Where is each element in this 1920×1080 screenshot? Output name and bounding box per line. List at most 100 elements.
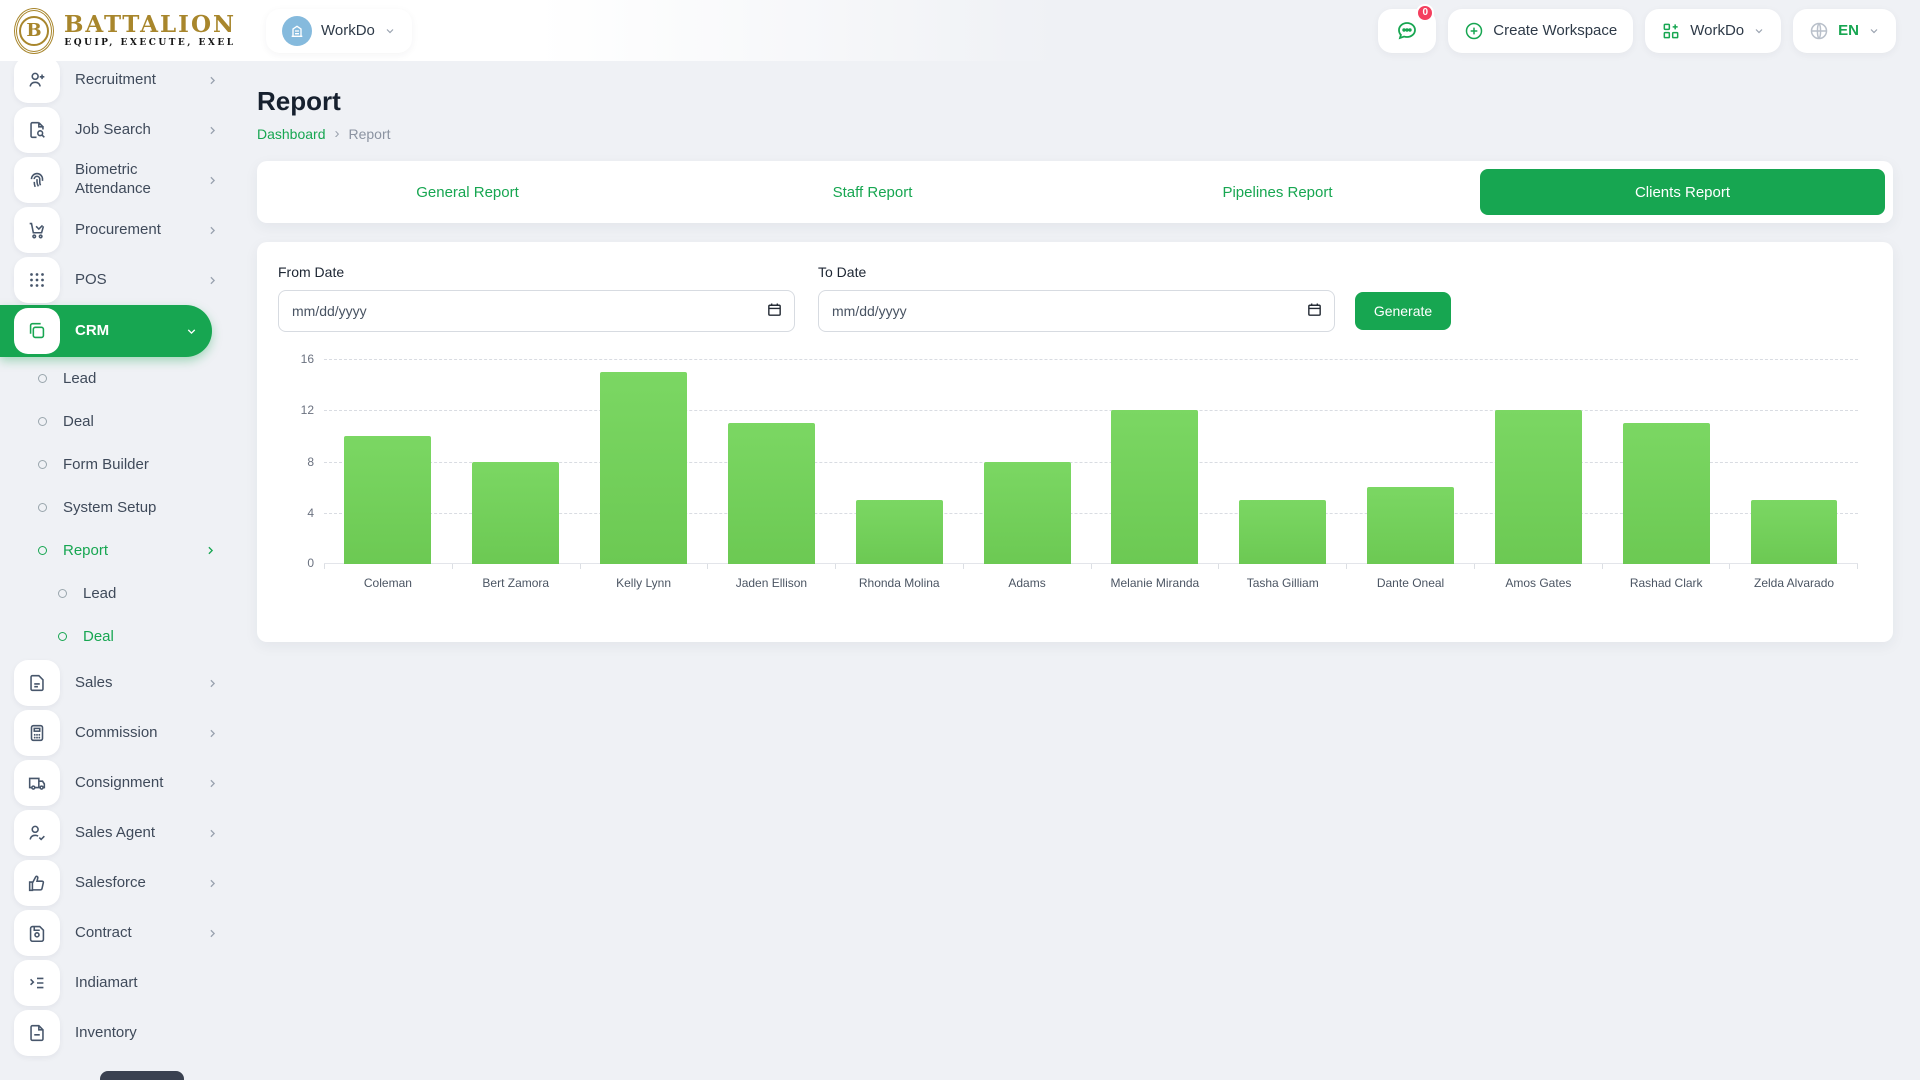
fingerprint-icon <box>14 157 60 203</box>
to-date-input[interactable] <box>818 290 1335 332</box>
workspace-switcher[interactable]: WorkDo <box>266 8 412 53</box>
sidebar-item-sales-agent[interactable]: Sales Agent <box>0 808 233 858</box>
bullet-icon <box>58 589 67 598</box>
create-workspace-label: Create Workspace <box>1493 22 1618 39</box>
sidebar-item-salesforce[interactable]: Salesforce <box>0 858 233 908</box>
language-selector[interactable]: EN <box>1793 8 1896 53</box>
chevron-down-icon <box>1870 28 1878 33</box>
sidebar-item-label: Job Search <box>75 120 151 138</box>
file-search-icon <box>14 107 60 153</box>
building-icon <box>291 25 303 37</box>
bar-melanie-miranda <box>1111 410 1199 564</box>
bar-dante-oneal <box>1367 487 1454 564</box>
submenu-label: Deal <box>63 413 94 430</box>
chat-icon <box>1398 21 1417 39</box>
submenu-label: Lead <box>83 585 117 602</box>
create-workspace-button[interactable]: Create Workspace <box>1448 8 1634 53</box>
report-submenu-lead[interactable]: Lead <box>0 572 233 615</box>
bullet-icon <box>38 546 47 555</box>
gridline: 4 <box>307 506 1858 520</box>
bar-amos-gates <box>1494 410 1582 564</box>
breadcrumb-dashboard-link[interactable]: Dashboard <box>257 125 326 142</box>
y-axis-tick: 4 <box>307 505 314 520</box>
sidebar-item-indiamart[interactable]: Indiamart <box>0 958 233 1008</box>
sidebar-item-label: Indiamart <box>75 973 138 991</box>
y-axis-tick: 0 <box>307 556 314 570</box>
sidebar-item-label: POS <box>75 270 107 288</box>
sidebar-item-label: Sales <box>75 673 113 691</box>
sidebar-item-sales[interactable]: Sales <box>0 658 233 708</box>
chevron-down-icon <box>386 28 394 33</box>
sidebar-item-recruitment[interactable]: Recruitment <box>0 61 233 105</box>
shopping-cart-icon <box>14 207 60 253</box>
sidebar-item-pos[interactable]: POS <box>0 255 233 305</box>
messages-button[interactable]: 0 <box>1378 3 1437 53</box>
bar-tasha-gilliam <box>1239 499 1327 564</box>
user-plus-icon <box>14 61 60 103</box>
sidebar-item-label: Inventory <box>75 1023 137 1041</box>
tab-pipelines-report[interactable]: Pipelines Report <box>1222 183 1333 201</box>
crm-submenu-system-setup[interactable]: System Setup <box>0 486 233 529</box>
gridline: 12 <box>301 403 1858 417</box>
sidebar-item-job-search[interactable]: Job Search <box>0 105 233 155</box>
chevron-right-icon <box>210 276 216 284</box>
generate-button[interactable]: Generate <box>1355 292 1451 330</box>
grid-plus-icon <box>1663 23 1679 38</box>
chevron-right-icon <box>208 546 214 555</box>
brand-name: BATTALION <box>63 10 236 38</box>
chevron-right-icon <box>210 929 216 937</box>
crm-submenu-deal[interactable]: Deal <box>0 400 233 443</box>
sidebar-scrollbar-thumb[interactable] <box>100 1071 184 1080</box>
x-axis-label: Tasha Gilliam <box>1246 576 1319 590</box>
user-check-icon <box>14 810 60 856</box>
bullet-icon <box>38 374 47 383</box>
sidebar-item-label: Salesforce <box>75 873 146 891</box>
calculator-icon <box>14 710 60 756</box>
report-submenu-deal[interactable]: Deal <box>0 615 233 658</box>
y-axis-tick: 16 <box>300 352 314 366</box>
submenu-label: System Setup <box>63 499 157 516</box>
sidebar-item-procurement[interactable]: Procurement <box>0 205 233 255</box>
chevron-right-icon <box>210 879 216 887</box>
app-menu-label: WorkDo <box>1690 22 1745 39</box>
sidebar-item-inventory[interactable]: Inventory <box>0 1008 233 1058</box>
crm-submenu-form-builder[interactable]: Form Builder <box>0 443 233 486</box>
breadcrumb: Dashboard › Report <box>257 125 1893 142</box>
chevron-right-icon <box>210 76 216 84</box>
x-axis-label: Bert Zamora <box>482 576 550 590</box>
date-filter-form: From Date To Date Generate <box>278 264 1872 332</box>
tab-staff-report[interactable]: Staff Report <box>832 183 913 201</box>
bar-kelly-lynn <box>600 371 688 564</box>
chevron-right-icon <box>210 226 216 234</box>
indent-list-icon <box>14 960 60 1006</box>
app-menu-button[interactable]: WorkDo <box>1645 8 1782 53</box>
sidebar-item-biometric-attendance[interactable]: Biometric Attendance <box>0 155 233 205</box>
workspace-name: WorkDo <box>321 22 375 39</box>
calendar-icon[interactable] <box>1306 301 1323 318</box>
tab-general-report[interactable]: General Report <box>416 183 519 201</box>
sidebar-item-consignment[interactable]: Consignment <box>0 758 233 808</box>
crm-submenu-report[interactable]: Report <box>0 529 233 572</box>
crm-submenu-lead[interactable]: Lead <box>0 357 233 400</box>
y-axis-tick: 8 <box>307 454 314 469</box>
x-axis-label: Melanie Miranda <box>1110 576 1200 590</box>
main-content: Report Dashboard › Report General Report… <box>257 61 1893 642</box>
x-axis-label: Zelda Alvarado <box>1753 576 1835 590</box>
chevron-right-icon <box>210 829 216 837</box>
sidebar-item-label: Procurement <box>75 220 161 238</box>
x-axis-label: Rhonda Molina <box>858 576 940 590</box>
sidebar-navigation: Recruitment Job Search Biometric Attenda… <box>0 61 233 1080</box>
chevron-right-icon <box>210 126 216 134</box>
sidebar-item-label: Recruitment <box>75 70 156 88</box>
sidebar-item-contract[interactable]: Contract <box>0 908 233 958</box>
tab-clients-report[interactable]: Clients Report <box>1480 169 1885 215</box>
x-axis-label: Adams <box>1008 576 1046 590</box>
from-date-input[interactable] <box>278 290 795 332</box>
calendar-icon[interactable] <box>766 301 783 318</box>
x-axis-line: 0 <box>307 556 1858 570</box>
sidebar-item-crm[interactable]: CRM <box>0 305 212 357</box>
x-axis-label: Amos Gates <box>1505 576 1572 590</box>
x-axis-label: Coleman <box>363 576 412 590</box>
sidebar-item-label: Contract <box>75 923 132 941</box>
sidebar-item-commission[interactable]: Commission <box>0 708 233 758</box>
